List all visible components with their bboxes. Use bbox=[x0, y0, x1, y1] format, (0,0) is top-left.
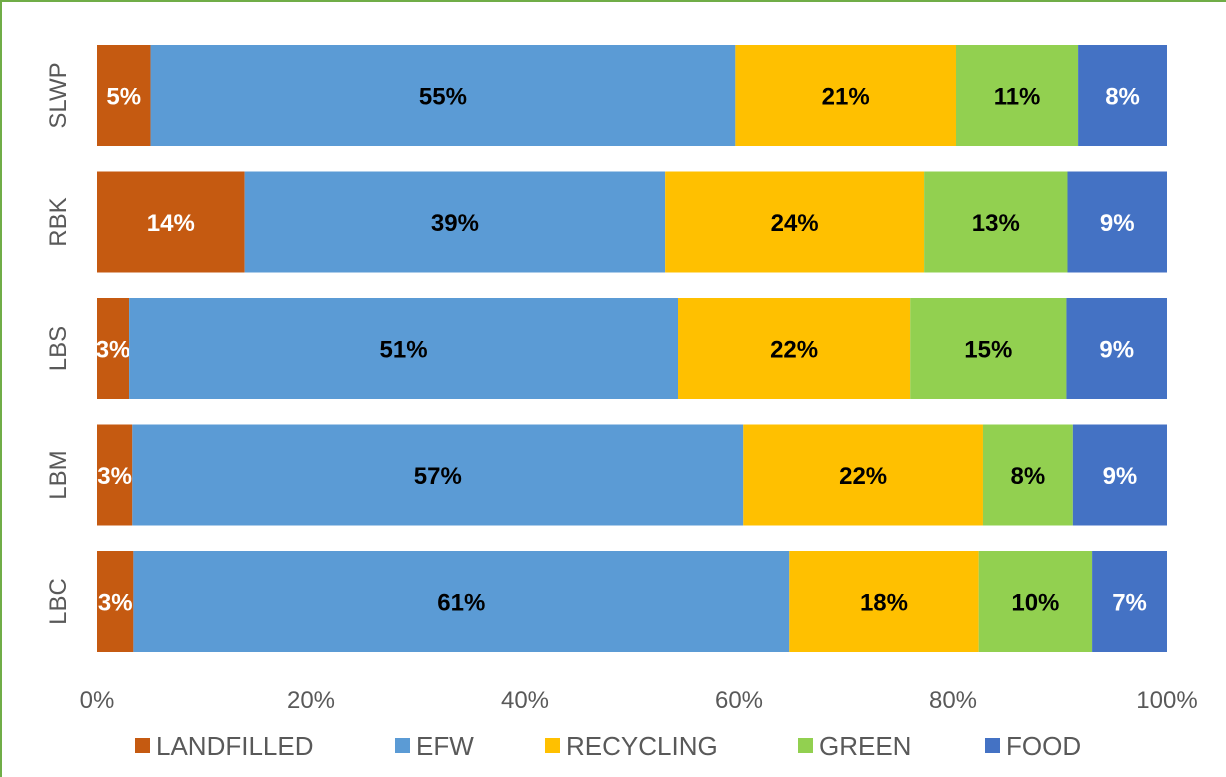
category-label: SLWP bbox=[45, 62, 72, 128]
data-label: 22% bbox=[839, 463, 887, 490]
data-label: 8% bbox=[1011, 463, 1046, 490]
category-label: LBM bbox=[45, 450, 72, 499]
legend-label: LANDFILLED bbox=[156, 731, 314, 761]
x-tick-label: 100% bbox=[1136, 687, 1197, 714]
x-tick-label: 20% bbox=[287, 687, 335, 714]
data-label: 14% bbox=[147, 210, 195, 237]
bar-efw-lbc bbox=[133, 551, 790, 652]
bar-green-lbc bbox=[978, 551, 1093, 652]
data-label: 15% bbox=[964, 337, 1012, 364]
x-tick-label: 60% bbox=[715, 687, 763, 714]
data-label: 7% bbox=[1112, 590, 1147, 617]
bar-recycling-lbm bbox=[743, 424, 983, 526]
bar-green-rbk bbox=[924, 171, 1068, 273]
bar-landfilled-lbc bbox=[97, 551, 134, 652]
legend-label: GREEN bbox=[819, 731, 911, 761]
bar-food-rbk bbox=[1067, 171, 1167, 273]
data-label: 24% bbox=[771, 210, 819, 237]
bar-efw-slwp bbox=[150, 45, 736, 146]
data-label: 18% bbox=[860, 590, 908, 617]
legend-swatch bbox=[985, 738, 1000, 753]
data-label: 57% bbox=[414, 463, 462, 490]
bar-food-slwp bbox=[1078, 45, 1167, 146]
data-label: 9% bbox=[1099, 337, 1134, 364]
x-tick-label: 0% bbox=[80, 687, 115, 714]
data-label: 21% bbox=[822, 84, 870, 111]
data-label: 22% bbox=[770, 337, 818, 364]
bar-green-lbs bbox=[910, 298, 1067, 399]
legend-swatch bbox=[798, 738, 813, 753]
bar-landfilled-rbk bbox=[97, 171, 245, 273]
legend-swatch bbox=[395, 738, 410, 753]
bar-efw-rbk bbox=[244, 171, 666, 273]
data-label: 9% bbox=[1100, 210, 1135, 237]
bar-landfilled-lbs bbox=[97, 298, 130, 399]
bar-recycling-rbk bbox=[665, 171, 925, 273]
bar-green-lbm bbox=[982, 424, 1073, 526]
data-label: 5% bbox=[106, 84, 141, 111]
legend-label: FOOD bbox=[1006, 731, 1081, 761]
data-label: 9% bbox=[1103, 463, 1138, 490]
data-label: 3% bbox=[98, 590, 133, 617]
bar-recycling-slwp bbox=[735, 45, 956, 146]
bar-landfilled-slwp bbox=[97, 45, 151, 146]
data-label: 11% bbox=[994, 84, 1041, 111]
x-tick-label: 80% bbox=[929, 687, 977, 714]
bar-food-lbc bbox=[1092, 551, 1167, 652]
data-label: 39% bbox=[431, 210, 479, 237]
bar-efw-lbm bbox=[132, 424, 744, 526]
data-label: 51% bbox=[380, 337, 428, 364]
bar-recycling-lbs bbox=[678, 298, 911, 399]
x-tick-label: 40% bbox=[501, 687, 549, 714]
bar-efw-lbs bbox=[129, 298, 679, 399]
data-label: 8% bbox=[1105, 84, 1140, 111]
data-label: 3% bbox=[96, 337, 131, 364]
data-label: 55% bbox=[419, 84, 467, 111]
legend-swatch bbox=[135, 738, 150, 753]
bar-food-lbs bbox=[1066, 298, 1167, 399]
data-label: 10% bbox=[1011, 590, 1059, 617]
bar-green-slwp bbox=[955, 45, 1079, 146]
category-label: RBK bbox=[45, 197, 72, 246]
data-label: 3% bbox=[97, 463, 132, 490]
legend-swatch bbox=[545, 738, 560, 753]
category-label: LBC bbox=[45, 578, 72, 625]
bar-recycling-lbc bbox=[789, 551, 979, 652]
bar-food-lbm bbox=[1072, 424, 1167, 526]
data-label: 13% bbox=[972, 210, 1020, 237]
category-label: LBS bbox=[45, 326, 72, 371]
legend-label: EFW bbox=[416, 731, 474, 761]
bar-landfilled-lbm bbox=[97, 424, 133, 526]
data-label: 61% bbox=[437, 590, 485, 617]
legend-label: RECYCLING bbox=[566, 731, 718, 761]
